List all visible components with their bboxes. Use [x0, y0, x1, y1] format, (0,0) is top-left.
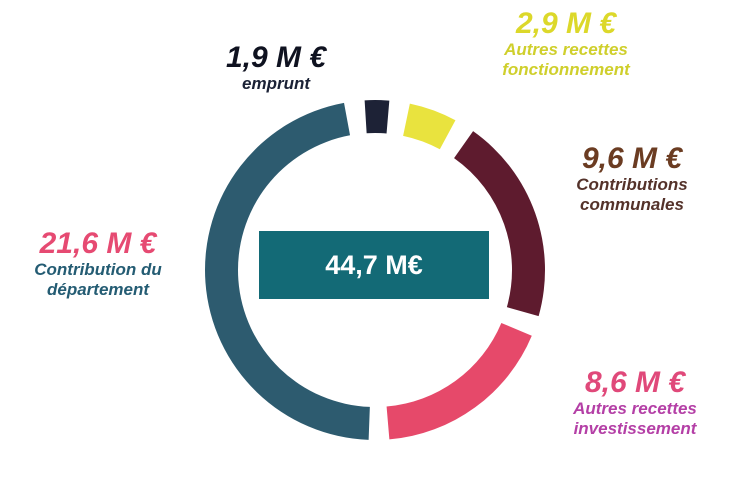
callout-emprunt: 1,9 M € emprunt [216, 41, 336, 94]
slice-contribution-du-departement [204, 102, 370, 440]
slice-autres-recettes-fonctionnement [403, 103, 456, 150]
amount-autres-recettes-investissement: 8,6 M € [584, 366, 686, 399]
callout-autres-recettes-fonctionnement: 2,9 M € Autres recettes fonctionnement [476, 7, 656, 81]
total-value: 44,7 M€ [325, 249, 423, 280]
amount-emprunt: 1,9 M € [225, 41, 327, 74]
label-contributions-communales: Contributions communales [576, 175, 688, 215]
amount-contribution-du-departement: 21,6 M € [39, 227, 157, 260]
callout-contribution-du-departement: 21,6 M € Contribution du département [18, 227, 178, 301]
amount-contributions-communales: 9,6 M € [581, 142, 683, 175]
callout-autres-recettes-investissement: 8,6 M € Autres recettes investissement [560, 366, 710, 440]
label-contribution-du-departement: Contribution du département [34, 260, 162, 300]
callout-contributions-communales: 9,6 M € Contributions communales [562, 142, 702, 216]
slice-emprunt [364, 100, 390, 134]
amount-autres-recettes-fonctionnement: 2,9 M € [515, 7, 617, 40]
label-autres-recettes-investissement: Autres recettes investissement [573, 399, 697, 439]
label-autres-recettes-fonctionnement: Autres recettes fonctionnement [502, 40, 630, 80]
label-emprunt: emprunt [242, 74, 310, 93]
slice-contributions-communales [454, 131, 545, 317]
slice-autres-recettes-investissement [386, 322, 532, 440]
total-box: 44,7 M€ [259, 231, 489, 299]
